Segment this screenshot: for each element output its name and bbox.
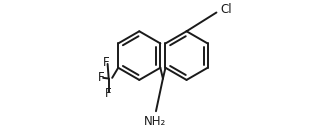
- Text: F: F: [105, 87, 111, 100]
- Text: F: F: [103, 56, 109, 69]
- Text: Cl: Cl: [220, 3, 232, 16]
- Text: NH₂: NH₂: [144, 115, 166, 128]
- Text: F: F: [98, 71, 104, 84]
